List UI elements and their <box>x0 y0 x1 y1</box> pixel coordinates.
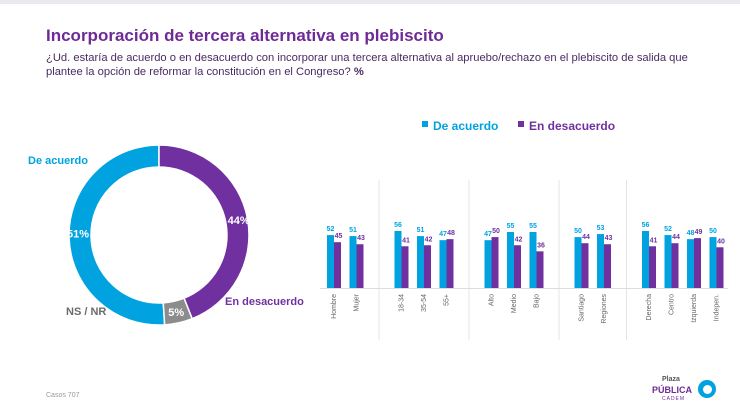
bar-value-label-acuerdo: 51 <box>417 227 425 234</box>
bar-acuerdo <box>327 235 334 288</box>
bar-acuerdo <box>417 236 424 288</box>
logo-line2: PÚBLICA <box>652 385 692 395</box>
chart-title: Incorporación de tercera alternativa en … <box>46 26 444 45</box>
donut-value-label: 44% <box>228 215 250 227</box>
bar-desacuerdo <box>536 251 544 288</box>
bar-acuerdo <box>439 240 447 288</box>
x-tick-label: 18-34 <box>399 294 406 312</box>
legend-swatch-desacuerdo <box>518 121 524 127</box>
bar-desacuerdo <box>694 238 701 288</box>
bar-value-label-acuerdo: 56 <box>642 222 650 229</box>
bar-desacuerdo <box>491 237 499 288</box>
bar-desacuerdo <box>671 243 679 288</box>
bar-acuerdo <box>709 237 717 288</box>
donut-label-desacuerdo: En desacuerdo <box>225 296 304 308</box>
bar-desacuerdo <box>334 242 341 288</box>
bar-value-label-acuerdo: 55 <box>507 223 515 230</box>
bar-value-label-acuerdo: 55 <box>529 223 537 230</box>
bar-desacuerdo <box>716 247 724 288</box>
legend-label-acuerdo: De acuerdo <box>433 119 498 133</box>
x-tick-label: Mujer <box>354 293 361 311</box>
bar-acuerdo <box>507 232 514 288</box>
donut-slice-ns-nr <box>162 297 194 326</box>
x-tick-label: Izquierda <box>691 294 698 323</box>
x-tick-label: Alto <box>489 294 496 306</box>
bar-value-label-desacuerdo: 43 <box>605 235 613 242</box>
x-tick-label: 55+ <box>444 294 451 306</box>
top-border <box>0 0 740 4</box>
bar-value-label-acuerdo: 52 <box>664 226 672 233</box>
bar-acuerdo <box>394 231 402 288</box>
donut-label-acuerdo: De acuerdo <box>28 155 88 167</box>
bar-value-label-desacuerdo: 36 <box>537 242 545 249</box>
bar-value-label-acuerdo: 50 <box>574 228 582 235</box>
x-tick-label: 35-54 <box>421 294 428 312</box>
footer-cases: Casos 707 <box>46 392 80 399</box>
bar-value-label-acuerdo: 47 <box>439 231 447 238</box>
donut-value-label: 5% <box>168 307 184 319</box>
bar-desacuerdo <box>514 245 521 288</box>
bar-value-label-desacuerdo: 41 <box>402 237 410 244</box>
bar-acuerdo <box>642 231 649 288</box>
x-tick-label: Hombre <box>331 294 338 319</box>
donut-label-nsnr: NS / NR <box>66 306 106 318</box>
bar-desacuerdo <box>424 245 431 288</box>
bar-desacuerdo <box>401 246 409 288</box>
bar-value-label-desacuerdo: 42 <box>425 236 433 243</box>
bar-acuerdo <box>597 234 604 288</box>
bar-acuerdo <box>687 239 694 288</box>
bar-value-label-acuerdo: 52 <box>327 226 335 233</box>
legend-label-desacuerdo: En desacuerdo <box>529 119 615 133</box>
bar-value-label-desacuerdo: 44 <box>672 234 680 241</box>
bar-acuerdo <box>349 236 357 288</box>
bar-value-label-acuerdo: 47 <box>484 231 492 238</box>
x-tick-label: Medio <box>511 294 518 313</box>
x-tick-label: Derecha <box>646 294 653 321</box>
logo-bubble-inner <box>703 385 712 394</box>
x-tick-label: Indepen. <box>714 294 721 321</box>
brand-logo: Plaza PÚBLICA CADEM <box>650 376 722 407</box>
donut-slice-en-desacuerdo <box>158 144 250 320</box>
bar-value-label-desacuerdo: 41 <box>650 237 658 244</box>
logo-line1: Plaza <box>662 376 680 383</box>
bar-acuerdo <box>484 240 492 288</box>
chart-question: ¿Ud. estaría de acuerdo o en desacuerdo … <box>46 52 688 78</box>
bar-value-label-acuerdo: 53 <box>597 225 605 232</box>
bar-value-label-acuerdo: 50 <box>709 228 717 235</box>
bar-desacuerdo <box>581 243 589 288</box>
bar-value-label-acuerdo: 48 <box>687 230 695 237</box>
x-tick-label: Centro <box>669 294 676 315</box>
bar-desacuerdo <box>356 244 364 288</box>
x-tick-label: Bajo <box>534 294 541 308</box>
bar-value-label-desacuerdo: 42 <box>515 236 523 243</box>
bar-acuerdo <box>529 232 537 288</box>
bar-value-label-desacuerdo: 49 <box>695 229 703 236</box>
bar-value-label-desacuerdo: 45 <box>335 233 343 240</box>
bar-value-label-desacuerdo: 40 <box>717 238 725 245</box>
bar-value-label-desacuerdo: 44 <box>582 234 590 241</box>
x-tick-label: Regiones <box>601 294 608 324</box>
bar-value-label-desacuerdo: 43 <box>357 235 365 242</box>
donut-slice-de-acuerdo <box>68 144 166 326</box>
donut-value-label: 51% <box>67 228 89 240</box>
bar-desacuerdo <box>649 246 656 288</box>
bar-desacuerdo <box>446 239 454 288</box>
bar-value-label-desacuerdo: 50 <box>492 228 500 235</box>
bar-acuerdo <box>574 237 582 288</box>
bar-desacuerdo <box>604 244 611 288</box>
bar-acuerdo <box>664 235 672 288</box>
bar-value-label-acuerdo: 51 <box>349 227 357 234</box>
bar-value-label-acuerdo: 56 <box>394 222 402 229</box>
logo-line3: CADEM <box>662 396 686 402</box>
x-tick-label: Santiago <box>579 294 586 322</box>
bar-value-label-desacuerdo: 48 <box>447 230 455 237</box>
legend-swatch-acuerdo <box>422 121 428 127</box>
